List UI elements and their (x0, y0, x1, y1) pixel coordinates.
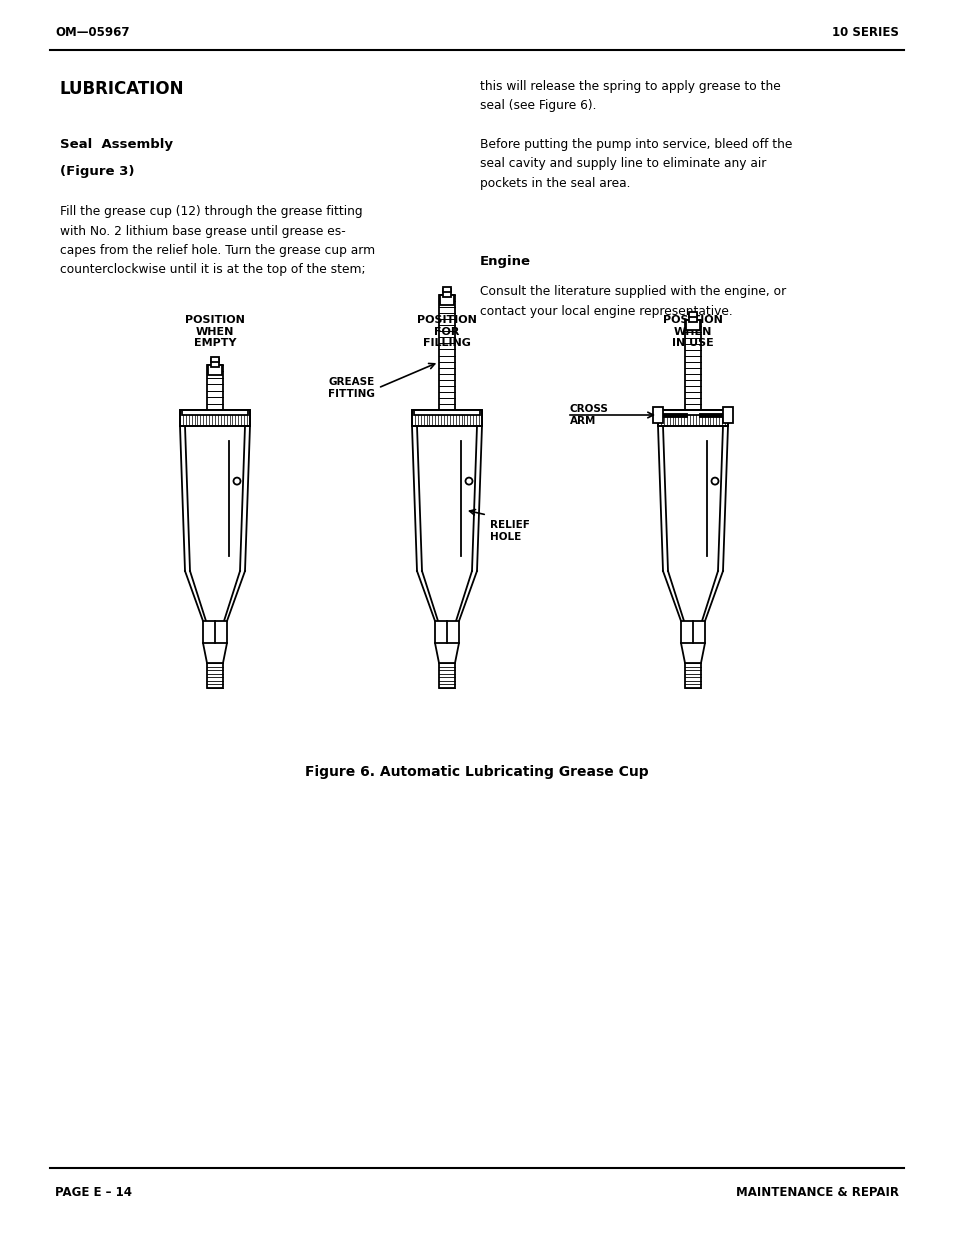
Bar (207, 663, 223, 688)
Text: RELIEF
HOLE: RELIEF HOLE (490, 520, 529, 542)
Bar (685, 320, 700, 330)
Bar (684, 663, 700, 688)
FancyBboxPatch shape (688, 312, 697, 317)
Text: this will release the spring to apply grease to the
seal (see Figure 6).: this will release the spring to apply gr… (479, 80, 780, 112)
Bar (659, 410, 725, 415)
FancyBboxPatch shape (442, 287, 451, 291)
Text: Figure 6. Automatic Lubricating Grease Cup: Figure 6. Automatic Lubricating Grease C… (305, 764, 648, 779)
Bar (439, 295, 454, 305)
Bar (652, 408, 662, 424)
Bar (208, 366, 222, 375)
Bar (180, 410, 250, 426)
Bar (684, 320, 700, 410)
Bar (658, 410, 727, 426)
Bar (438, 295, 455, 410)
Bar (442, 289, 451, 296)
Text: (Figure 3): (Figure 3) (60, 165, 134, 178)
Bar (438, 663, 455, 688)
Text: CROSS
ARM: CROSS ARM (569, 404, 608, 426)
Text: Consult the literature supplied with the engine, or
contact your local engine re: Consult the literature supplied with the… (479, 285, 785, 317)
Bar (203, 621, 227, 643)
Text: POSITION
WHEN
IN USE: POSITION WHEN IN USE (662, 315, 722, 348)
Text: POSITION
WHEN
EMPTY: POSITION WHEN EMPTY (185, 315, 245, 348)
Text: GREASE
FITTING: GREASE FITTING (328, 377, 375, 399)
Bar (680, 621, 704, 643)
Text: 10 SERIES: 10 SERIES (831, 26, 898, 40)
Bar (412, 410, 481, 426)
Bar (182, 410, 248, 415)
Text: Seal  Assembly: Seal Assembly (60, 138, 172, 151)
Text: PAGE E – 14: PAGE E – 14 (55, 1186, 132, 1198)
Bar (688, 314, 697, 322)
Bar (722, 408, 732, 424)
Text: Fill the grease cup (12) through the grease fitting
with No. 2 lithium base grea: Fill the grease cup (12) through the gre… (60, 205, 375, 277)
FancyBboxPatch shape (211, 357, 219, 362)
Text: POSITION
FOR
FILLING: POSITION FOR FILLING (416, 315, 476, 348)
Bar (412, 410, 481, 426)
Text: Before putting the pump into service, bleed off the
seal cavity and supply line : Before putting the pump into service, bl… (479, 138, 792, 190)
Bar (211, 359, 219, 367)
Bar (414, 410, 479, 415)
Bar (207, 366, 223, 410)
Bar (658, 410, 727, 426)
Bar (180, 410, 250, 426)
Bar (435, 621, 458, 643)
Text: Engine: Engine (479, 254, 531, 268)
Text: OM—05967: OM—05967 (55, 26, 130, 40)
Text: MAINTENANCE & REPAIR: MAINTENANCE & REPAIR (735, 1186, 898, 1198)
Text: LUBRICATION: LUBRICATION (60, 80, 184, 98)
